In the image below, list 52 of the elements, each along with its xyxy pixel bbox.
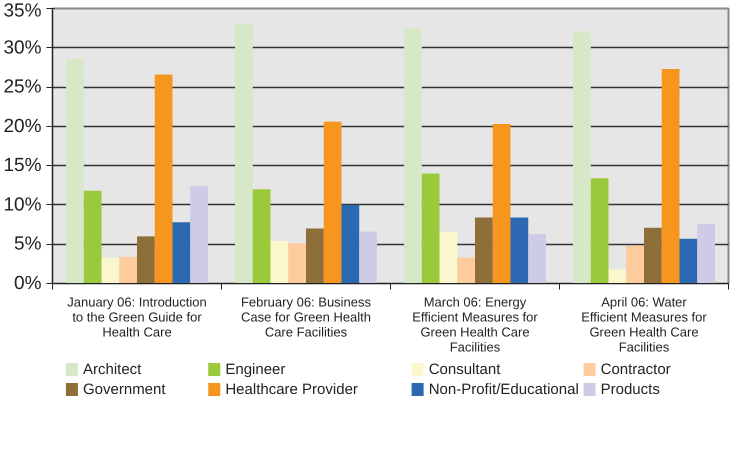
bar <box>590 178 609 284</box>
bar <box>341 204 360 284</box>
bar <box>422 174 440 284</box>
y-tick-label: 15% <box>3 155 42 176</box>
bar <box>270 241 288 284</box>
x-tick-label: January 06: Introduction to the Green Guide for Health Care <box>67 294 207 340</box>
bar <box>492 124 510 284</box>
bar <box>66 58 84 284</box>
bar <box>154 74 172 284</box>
y-tick-label: 10% <box>3 194 42 216</box>
y-tick-label: 0% <box>14 273 42 294</box>
bar <box>324 122 342 284</box>
bar <box>440 232 458 284</box>
bar <box>137 236 155 284</box>
legend-label: Architect <box>83 361 142 378</box>
legend-label: Healthcare Provider <box>225 381 358 398</box>
y-tick-label: 25% <box>3 76 42 98</box>
bar <box>644 228 662 284</box>
bar <box>404 28 422 284</box>
legend-label: Government <box>83 381 166 398</box>
y-tick-label: 5% <box>14 234 42 255</box>
legend-label: Non-Profit/Educational <box>428 381 579 398</box>
bar <box>662 69 680 284</box>
bar <box>102 258 120 284</box>
bar <box>679 238 698 284</box>
y-tick-label: 30% <box>3 37 42 58</box>
bar <box>172 222 190 284</box>
x-tick-label: March 06: Energy Efficient Measures for Green Health Care Facilities <box>412 294 538 354</box>
bar <box>626 246 644 284</box>
y-tick-label: 20% <box>3 116 42 137</box>
x-tick-label: April 06: Water Efficient Measures for Green Health Care Facilities <box>581 294 708 354</box>
bar <box>608 269 626 284</box>
legend-label: Engineer <box>225 361 286 378</box>
bar <box>119 256 137 284</box>
bar <box>235 24 253 284</box>
bar <box>190 186 208 284</box>
legend-label: Products <box>600 381 660 398</box>
legend-label: Contractor <box>600 361 671 378</box>
x-tick-label: February 06: Business Case for Green Health Care Facilities <box>240 294 372 340</box>
y-tick-label: 35% <box>3 0 42 22</box>
bar <box>528 234 546 284</box>
bar <box>475 218 493 284</box>
bar <box>697 224 715 284</box>
bar <box>573 31 591 284</box>
legend-label: Consultant <box>428 361 502 378</box>
bar <box>84 190 102 284</box>
bar <box>252 189 271 284</box>
bar <box>359 232 377 284</box>
bar <box>510 218 528 284</box>
bar <box>306 228 324 284</box>
bar <box>288 243 306 284</box>
bar <box>457 258 475 284</box>
